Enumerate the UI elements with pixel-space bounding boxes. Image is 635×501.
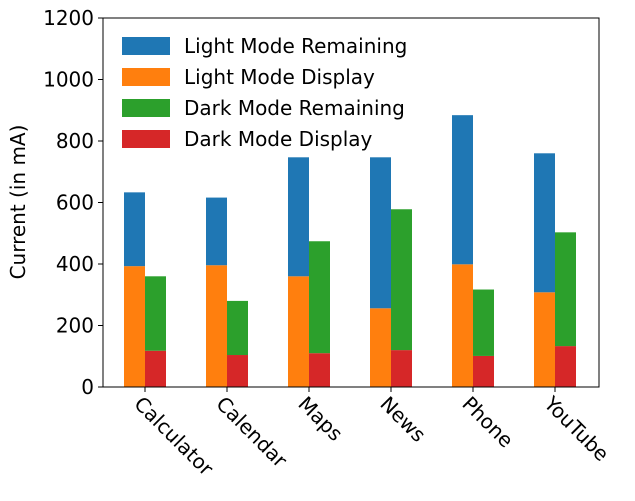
y-tick-label: 800 [56,129,94,153]
bar-dark-mode-display-maps [309,353,330,387]
legend-label-light-mode-remaining: Light Mode Remaining [184,34,407,58]
y-axis-ticks: 0 200 400 600 800 1000 1200 [43,6,103,399]
y-tick-label: 0 [81,375,94,399]
x-tick-label-news: News [375,392,430,447]
x-tick-label-calendar: Calendar [211,392,292,473]
bar-light-mode-remaining-youtube [534,153,555,293]
bar-dark-mode-display-calculator [145,350,166,387]
legend: Light Mode Remaining Light Mode Display Da… [122,34,407,151]
legend-label-dark-mode-display: Dark Mode Display [184,127,373,151]
bar-light-mode-display-phone [452,264,473,387]
bar-light-mode-display-news [370,308,391,387]
bar-dark-mode-remaining-calculator [145,276,166,351]
bar-dark-mode-remaining-phone [473,289,494,356]
bar-light-mode-remaining-calculator [124,192,145,267]
y-tick-label: 200 [56,314,94,338]
y-tick-label: 600 [56,191,94,215]
legend-label-dark-mode-remaining: Dark Mode Remaining [184,96,405,120]
bar-light-mode-display-youtube [534,292,555,387]
bars-layer [124,115,576,387]
bar-light-mode-remaining-calendar [206,197,227,266]
bar-dark-mode-display-youtube [555,346,576,387]
bar-light-mode-remaining-maps [288,157,309,277]
bar-light-mode-display-calculator [124,266,145,387]
y-axis-label: Current (in mA) [6,125,30,280]
bar-light-mode-display-calendar [206,265,227,387]
legend-swatch-light-mode-remaining [122,37,170,55]
bar-dark-mode-display-news [391,350,412,387]
bar-dark-mode-remaining-maps [309,241,330,354]
legend-label-light-mode-display: Light Mode Display [184,65,375,89]
bar-dark-mode-remaining-youtube [555,232,576,347]
bar-light-mode-remaining-news [370,157,391,309]
bar-dark-mode-remaining-news [391,209,412,351]
y-tick-label: 1000 [43,68,94,92]
x-tick-label-calculator: Calculator [129,392,218,481]
x-tick-label-youtube: YouTube [539,391,614,466]
legend-swatch-dark-mode-remaining [122,99,170,117]
x-tick-label-maps: Maps [293,392,347,446]
legend-swatch-dark-mode-display [122,130,170,148]
y-tick-label: 1200 [43,6,94,30]
y-tick-label: 400 [56,252,94,276]
legend-swatch-light-mode-display [122,68,170,86]
bar-light-mode-remaining-phone [452,115,473,265]
bar-light-mode-display-maps [288,276,309,387]
bar-dark-mode-display-calendar [227,355,248,387]
bar-dark-mode-display-phone [473,355,494,387]
x-tick-label-phone: Phone [457,392,518,453]
bar-dark-mode-remaining-calendar [227,300,248,356]
